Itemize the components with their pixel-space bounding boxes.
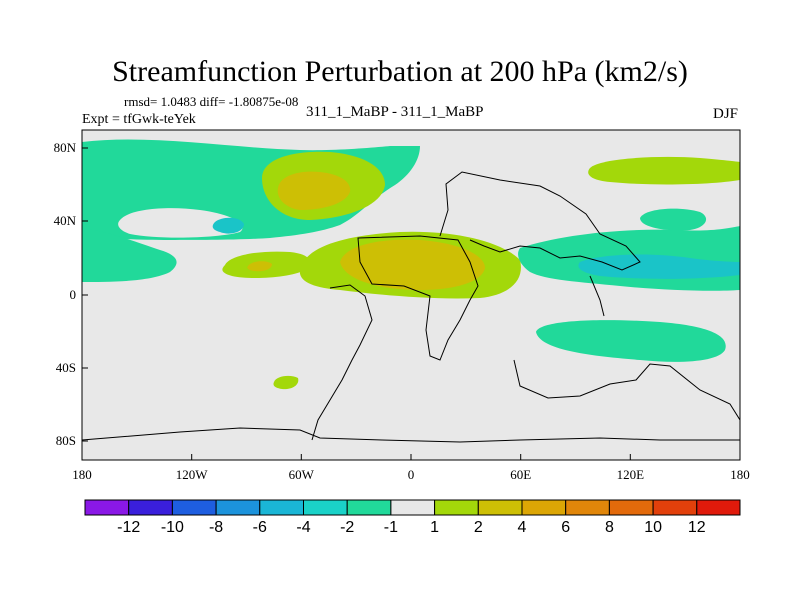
lat-tick-label: 40N xyxy=(54,213,77,228)
contour-neg-band-tropics xyxy=(82,228,177,282)
lon-tick-labels: 180 120W 60W 0 60E 120E 180 xyxy=(72,467,750,482)
contour-neg-pacific xyxy=(640,208,707,231)
contour-pos2-africa xyxy=(340,239,485,290)
contour-neg-south-indian xyxy=(536,320,726,362)
lon-tick-label: 180 xyxy=(730,467,750,482)
contour-neg4-asia xyxy=(578,254,740,279)
contour-neg4-atlantic xyxy=(212,217,244,234)
case-text: 311_1_MaBP - 311_1_MaBP xyxy=(306,104,484,120)
colorbar-label: 1 xyxy=(430,519,439,536)
lon-tick-label: 60W xyxy=(289,467,315,482)
colorbar-label: 12 xyxy=(688,519,706,536)
lon-ticks xyxy=(81,454,741,460)
lat-tick-label: 80N xyxy=(54,140,77,155)
lat-tick-label: 0 xyxy=(70,287,77,302)
colorbar-label: 8 xyxy=(605,519,614,536)
colorbar-label: -12 xyxy=(117,519,140,536)
colorbar-swatch xyxy=(696,499,741,516)
coastline-australia xyxy=(513,359,740,421)
stats-text: rmsd= 1.0483 diff= -1.80875e-08 xyxy=(124,94,299,109)
season-label: DJF xyxy=(712,106,738,122)
lat-tick-labels: 80N 40N 0 40S 80S xyxy=(54,140,77,448)
colorbar-label: -4 xyxy=(296,519,310,536)
lon-tick-label: 60E xyxy=(510,467,531,482)
lat-tick-label: 40S xyxy=(56,360,76,375)
lon-tick-label: 0 xyxy=(408,467,415,482)
contour-pos-north-pacific xyxy=(588,156,740,185)
colorbar-label: 6 xyxy=(561,519,570,536)
colorbar-swatch xyxy=(215,499,261,516)
coastline-southeast-asia xyxy=(589,275,605,317)
colorbar-swatch xyxy=(390,499,436,516)
colorbar-labels: -12 -10 -8 -6 -4 -2 -1 1 2 4 6 8 10 12 xyxy=(117,519,706,536)
contour-fills xyxy=(82,139,740,390)
colorbar-swatch xyxy=(171,499,217,516)
lon-tick-label: 120W xyxy=(176,467,209,482)
colorbar-swatch xyxy=(565,499,610,516)
colorbar-swatch xyxy=(434,499,479,516)
coastline-africa xyxy=(357,235,479,361)
colorbar-swatch xyxy=(608,499,654,516)
colorbar-label: -8 xyxy=(209,519,223,536)
colorbar-label: 2 xyxy=(474,519,483,536)
colorbar-swatch xyxy=(521,499,567,516)
coastlines xyxy=(82,171,740,443)
contour-zero-blob xyxy=(118,208,243,238)
colorbar-label: -1 xyxy=(384,519,398,536)
contour-pos2-north-america xyxy=(277,171,351,210)
colorbar-label: 4 xyxy=(518,519,527,536)
colorbar-swatch xyxy=(84,499,130,516)
lon-tick-label: 180 xyxy=(72,467,92,482)
coastline-south-america xyxy=(311,284,373,441)
colorbar-label: -2 xyxy=(340,519,354,536)
colorbar-label: 10 xyxy=(644,519,662,536)
lat-ticks xyxy=(82,147,88,442)
contour-pos-south-atlantic xyxy=(273,375,299,390)
colorbar-label: -10 xyxy=(161,519,184,536)
colorbar-swatch xyxy=(259,499,304,516)
experiment-text: Expt = tfGwk-teYek xyxy=(82,112,196,127)
colorbar-swatch xyxy=(128,499,173,516)
contour-pos2-tropics-west xyxy=(247,261,272,272)
coastline-antarctica xyxy=(82,427,740,443)
plot-title: Streamfunction Perturbation at 200 hPa (… xyxy=(112,55,688,88)
colorbar-swatch xyxy=(477,499,523,516)
colorbar-label: -6 xyxy=(253,519,267,536)
colorbar xyxy=(84,499,741,516)
colorbar-swatch xyxy=(303,499,348,516)
colorbar-swatch xyxy=(652,499,698,516)
lon-tick-label: 120E xyxy=(617,467,645,482)
lat-tick-label: 80S xyxy=(56,433,76,448)
coastline-europe-asia xyxy=(439,171,641,271)
colorbar-swatch xyxy=(346,499,392,516)
